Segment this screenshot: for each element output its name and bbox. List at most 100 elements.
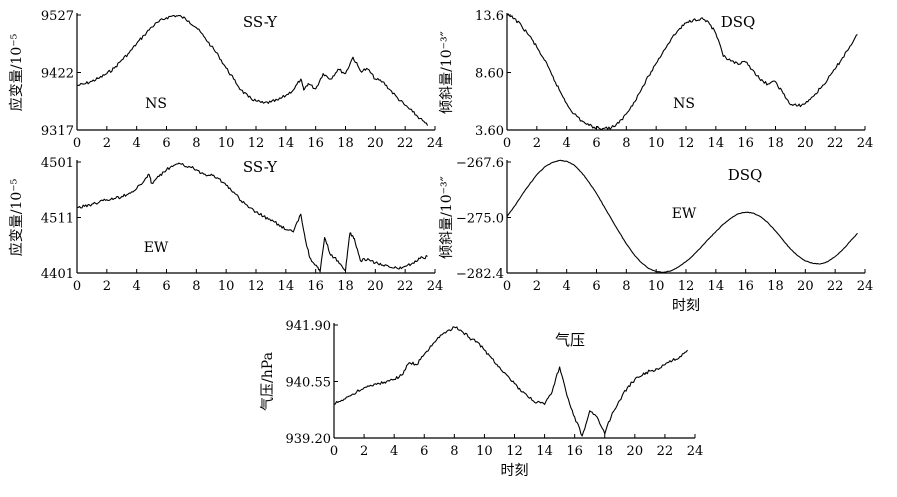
dsq-ns-x-tick-label: 8 — [622, 136, 630, 151]
dsq-ew-x-tick-label: 16 — [737, 279, 754, 294]
dsq-ns-x-tick-label: 20 — [797, 136, 814, 151]
air-pressure-x-tick-label: 24 — [687, 444, 704, 459]
dsq-ew-x-tick-label: 0 — [503, 279, 511, 294]
dsq-ns-x-tick-label: 14 — [708, 136, 725, 151]
ss-y-ew-x-tick-label: 8 — [192, 279, 200, 294]
ss-y-ew-x-tick-label: 20 — [367, 279, 384, 294]
ss-y-ns-x-tick-label: 12 — [248, 136, 265, 151]
ss-y-ns-x-tick-label: 6 — [162, 136, 170, 151]
dsq-ew-x-tick-label: 24 — [857, 279, 874, 294]
ss-y-ew-y-tick-label: 4401 — [41, 267, 74, 282]
ss-y-ns-y-tick-label: 9422 — [41, 67, 74, 82]
ss-y-ns-x-tick-label: 16 — [307, 136, 324, 151]
ss-y-ew-x-tick-label: 10 — [218, 279, 235, 294]
dsq-ew-x-tick-label: 2 — [533, 279, 541, 294]
air-pressure-x-tick-label: 14 — [536, 444, 553, 459]
dsq-ew-x-tick-label: 6 — [592, 279, 600, 294]
air-pressure-x-tick-label: 8 — [450, 444, 458, 459]
ss-y-ew-x-tick-label: 0 — [73, 279, 81, 294]
dsq-ew-y-tick-label: −267.6 — [456, 156, 504, 171]
ss-y-ns-x-tick-label: 10 — [218, 136, 235, 151]
dsq-ns-panel: 0 2 4 6 8 10 12 14 16 18 20 22 2413.68.603.60倾斜量/10⁻… — [439, 9, 873, 151]
dsq-ew-annotation: EW — [672, 206, 697, 222]
ss-y-ew-x-tick-label: 24 — [427, 279, 444, 294]
ss-y-ns-x-tick-label: 18 — [337, 136, 354, 151]
ss-y-ns-x-tick-label: 20 — [367, 136, 384, 151]
dsq-ew-x-tick-label: 20 — [797, 279, 814, 294]
ss-y-ns-y-tick-label: 9527 — [41, 9, 74, 24]
dsq-ew-x-tick-label: 8 — [622, 279, 630, 294]
ss-y-ns-x-tick-label: 2 — [103, 136, 111, 151]
air-pressure-y-tick-label: 939.20 — [286, 432, 332, 447]
air-pressure-y-tick-label: 940.55 — [286, 376, 332, 391]
ss-y-ew-y-tick-label: 4501 — [41, 156, 74, 171]
dsq-ns-x-tick-label: 4 — [563, 136, 571, 151]
dsq-ew-x-axis-label: 时刻 — [672, 298, 700, 314]
air-pressure-x-tick-label: 16 — [566, 444, 583, 459]
air-pressure-panel: 0 2 4 6 8 10 12 14 16 18 20 22 24941.90940.55939.20气… — [260, 319, 703, 479]
ss-y-ew-x-tick-label: 22 — [397, 279, 414, 294]
ss-y-ew-x-tick-label: 2 — [103, 279, 111, 294]
dsq-ew-y-axis-label: 倾斜量/10⁻³″ — [439, 176, 455, 259]
ss-y-ew-x-tick-label: 12 — [248, 279, 265, 294]
dsq-ns-x-tick-label: 22 — [827, 136, 844, 151]
dsq-ns-y-axis-label: 倾斜量/10⁻³″ — [439, 31, 455, 114]
dsq-ns-x-tick-label: 16 — [737, 136, 754, 151]
air-pressure-x-tick-label: 6 — [420, 444, 428, 459]
dsq-ew-y-tick-label: −275.0 — [456, 212, 504, 227]
ss-y-ew-series-line — [76, 162, 428, 273]
dsq-ns-x-tick-label: 18 — [767, 136, 784, 151]
ss-y-ew-panel: 0 2 4 6 8 10 12 14 16 18 20 22 24450145114401应变量/10⁻… — [8, 156, 443, 294]
air-pressure-x-tick-label: 2 — [360, 444, 368, 459]
ss-y-ew-x-tick-label: 18 — [337, 279, 354, 294]
dsq-ew-series-line — [506, 159, 858, 273]
ss-y-ns-x-tick-label: 14 — [278, 136, 295, 151]
air-pressure-x-tick-label: 12 — [506, 444, 523, 459]
air-pressure-x-tick-label: 4 — [390, 444, 398, 459]
ss-y-ew-annotation: EW — [144, 240, 169, 256]
ss-y-ns-x-tick-label: 8 — [192, 136, 200, 151]
dsq-ns-x-tick-label: 6 — [592, 136, 600, 151]
ss-y-ew-x-tick-label: 14 — [278, 279, 295, 294]
ss-y-ew-y-axis-label: 应变量/10⁻⁵ — [8, 178, 25, 256]
dsq-ew-x-tick-label: 10 — [648, 279, 665, 294]
air-pressure-series-line — [333, 326, 688, 437]
dsq-ns-x-tick-label: 0 — [503, 136, 511, 151]
dsq-ns-x-tick-label: 24 — [857, 136, 874, 151]
dsq-ew-x-tick-label: 12 — [678, 279, 695, 294]
air-pressure-x-tick-label: 10 — [476, 444, 493, 459]
air-pressure-x-tick-label: 20 — [627, 444, 644, 459]
dsq-ns-x-tick-label: 2 — [533, 136, 541, 151]
dsq-ns-y-tick-label: 3.60 — [475, 124, 504, 139]
ss-y-ns-title: SS-Y — [243, 13, 278, 31]
air-pressure-y-tick-label: 941.90 — [286, 319, 332, 334]
ss-y-ns-x-tick-label: 4 — [133, 136, 141, 151]
dsq-ew-y-tick-label: −282.4 — [456, 267, 504, 282]
dsq-ns-annotation: NS — [673, 96, 695, 112]
dsq-ew-panel: 0 2 4 6 8 10 12 14 16 18 20 22 24−267.6−275.0−282.4倾… — [439, 156, 873, 314]
ss-y-ew-y-tick-label: 4511 — [41, 212, 74, 227]
dsq-ns-y-tick-label: 13.6 — [475, 9, 504, 24]
ss-y-ns-x-tick-label: 0 — [73, 136, 81, 151]
dsq-ns-x-tick-label: 12 — [678, 136, 695, 151]
ss-y-ew-title: SS-Y — [243, 158, 278, 176]
air-pressure-x-tick-label: 0 — [330, 444, 338, 459]
dsq-ew-x-tick-label: 4 — [563, 279, 571, 294]
ss-y-ns-panel: 0 2 4 6 8 10 12 14 16 18 20 22 24952794229317应变量/10⁻… — [8, 9, 443, 151]
air-pressure-x-tick-label: 18 — [596, 444, 613, 459]
dsq-ns-title: DSQ — [721, 13, 756, 31]
dsq-ns-series-line — [506, 13, 858, 131]
ss-y-ns-x-tick-label: 24 — [427, 136, 444, 151]
ss-y-ew-x-tick-label: 4 — [133, 279, 141, 294]
ss-y-ew-x-tick-label: 16 — [307, 279, 324, 294]
ss-y-ns-y-axis-label: 应变量/10⁻⁵ — [8, 33, 25, 111]
dsq-ew-x-tick-label: 18 — [767, 279, 784, 294]
dsq-ns-y-tick-label: 8.60 — [475, 67, 504, 82]
dsq-ns-x-tick-label: 10 — [648, 136, 665, 151]
air-pressure-y-axis-label: 气压/hPa — [260, 352, 276, 411]
ss-y-ns-series-line — [76, 14, 429, 126]
dsq-ew-title: DSQ — [728, 166, 763, 184]
dsq-ew-x-tick-label: 14 — [708, 279, 725, 294]
dsq-ew-x-tick-label: 22 — [827, 279, 844, 294]
